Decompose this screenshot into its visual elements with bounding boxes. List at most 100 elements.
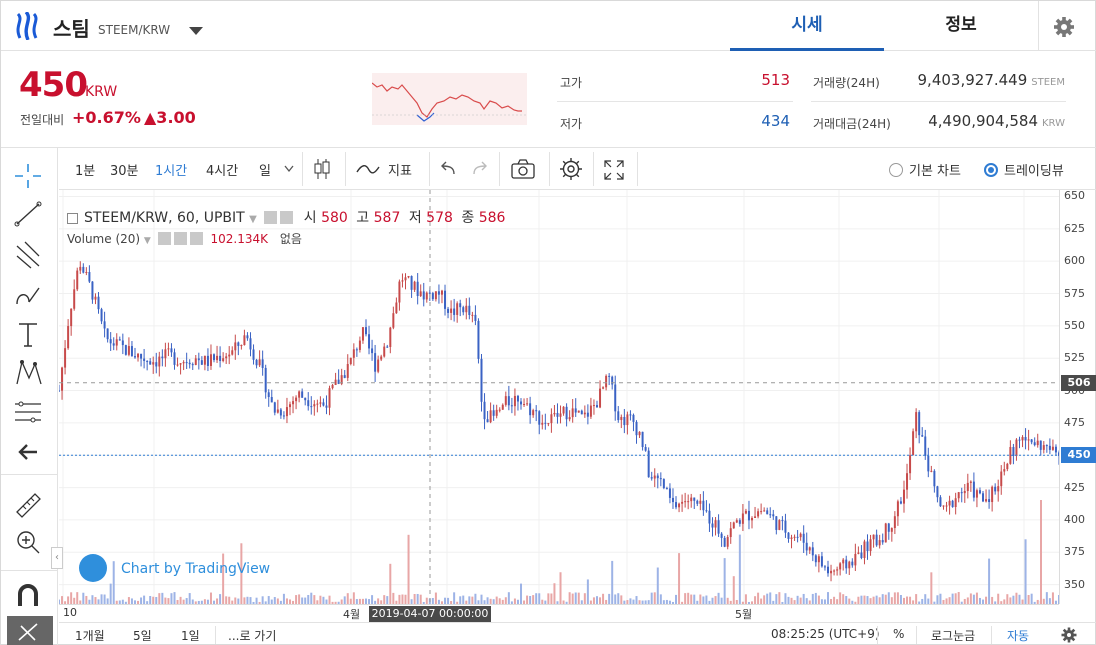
fullscreen-icon[interactable]	[603, 159, 625, 181]
candle-body	[678, 503, 681, 508]
volume-bar	[270, 599, 273, 604]
volume-bar	[902, 597, 905, 604]
candle-body	[550, 414, 553, 424]
camera-icon[interactable]	[510, 158, 536, 180]
indicators-button[interactable]: 지표	[388, 164, 412, 179]
volume-eye-icon[interactable]	[157, 232, 171, 245]
legend-dropdown-icon[interactable]: ▼	[249, 214, 257, 225]
tab-market[interactable]: 시세	[730, 1, 884, 51]
auto-scale-button[interactable]: 자동	[1007, 629, 1030, 643]
basic-chart-radio[interactable]: 기본 차트	[889, 160, 961, 179]
candle-body	[778, 520, 781, 530]
candle-body	[532, 410, 535, 416]
fib-icon[interactable]	[11, 396, 45, 428]
candle-body	[194, 358, 197, 365]
candle-body	[565, 406, 568, 420]
crosshair-icon[interactable]	[11, 160, 45, 192]
interval-1m[interactable]: 1분	[75, 164, 96, 179]
range-1-month[interactable]: 1개월	[75, 629, 105, 643]
candle-body	[617, 411, 620, 421]
interval-day[interactable]: 일	[259, 164, 271, 179]
undo-icon[interactable]	[439, 161, 457, 177]
volume-close-icon[interactable]	[189, 232, 203, 245]
volume-bar	[653, 592, 656, 604]
redo-icon[interactable]	[471, 161, 489, 177]
zoom-icon[interactable]	[11, 526, 45, 558]
tradingview-radio[interactable]: 트레이딩뷰	[984, 160, 1064, 179]
header-settings-button[interactable]	[1038, 1, 1096, 51]
range-5-days[interactable]: 5일	[133, 629, 152, 643]
text-tool-icon[interactable]	[11, 318, 45, 350]
candle-body	[647, 450, 650, 478]
candle-body	[799, 533, 802, 538]
candle-body	[714, 520, 717, 528]
time-axis[interactable]: 10 4월 5월 2019-04-07 00:00:00	[59, 604, 1059, 622]
candle-body	[644, 447, 647, 451]
volume-bar	[702, 596, 705, 604]
candle-body	[948, 500, 951, 506]
lock-drawings-icon[interactable]	[7, 616, 53, 645]
candle-body	[456, 303, 459, 315]
ruler-icon[interactable]	[11, 488, 45, 520]
volume-bar	[112, 561, 115, 604]
volume-bar	[760, 598, 763, 604]
volume-bar	[711, 597, 714, 604]
interval-dropdown-icon[interactable]	[283, 164, 295, 174]
clock-readout[interactable]: 08:25:25 (UTC+9)	[771, 627, 880, 641]
interval-1h[interactable]: 1시간	[155, 164, 188, 179]
candles-icon[interactable]	[311, 157, 333, 181]
chart-settings-gear-icon[interactable]	[559, 157, 583, 181]
volume-bar	[322, 596, 325, 604]
tradingview-watermark[interactable]: Chart by TradingView	[79, 554, 270, 582]
legend-eye-icon[interactable]	[264, 211, 278, 224]
back-arrow-icon[interactable]	[11, 436, 45, 468]
candle-body	[450, 308, 453, 313]
candle-body	[878, 540, 881, 546]
collapse-toolbar-button[interactable]: ‹	[51, 547, 63, 569]
volume-bar	[507, 592, 510, 604]
candle-body	[860, 552, 863, 558]
candle-body	[562, 406, 565, 414]
percent-scale-button[interactable]: %	[893, 627, 905, 641]
volume-bar	[513, 598, 516, 604]
candle-body	[276, 409, 279, 413]
range-1-day[interactable]: 1일	[181, 629, 200, 643]
interval-30m[interactable]: 30분	[110, 164, 139, 179]
candle-body	[392, 313, 395, 328]
volume-bar	[59, 599, 60, 604]
chart-toolbar: 1분 30분 1시간 4시간 일 지표	[59, 148, 1096, 190]
candle-body	[659, 478, 662, 480]
bottom-settings-gear-icon[interactable]	[1061, 627, 1077, 643]
volume-bar	[729, 600, 732, 604]
interval-4h[interactable]: 4시간	[206, 164, 239, 179]
volume-bar	[781, 601, 784, 604]
volume-bar	[751, 601, 754, 604]
candle-body	[529, 403, 532, 416]
go-to-date-button[interactable]: ...로 가기	[228, 629, 277, 643]
price-chart[interactable]	[59, 190, 1059, 604]
volume-bar	[957, 592, 960, 604]
log-scale-button[interactable]: 로그눈금	[931, 629, 976, 643]
pattern-icon[interactable]	[11, 356, 45, 388]
volume-bar	[1033, 601, 1036, 604]
volume-dropdown-icon[interactable]: ▼	[143, 236, 151, 246]
magnet-icon[interactable]	[11, 580, 45, 612]
toolbar-divider	[345, 152, 346, 186]
indicator-icon[interactable]	[355, 162, 381, 176]
candle-body	[629, 414, 632, 416]
volume-bar	[130, 598, 133, 604]
pitchfork-icon[interactable]	[11, 238, 45, 270]
brush-icon[interactable]	[11, 278, 45, 310]
price-axis[interactable]: 3503754004254504755005255505756006256505…	[1059, 189, 1096, 604]
coin-select-caret-icon[interactable]	[189, 27, 203, 35]
tab-info[interactable]: 정보	[945, 15, 977, 35]
candle-body	[161, 356, 164, 359]
trend-line-icon[interactable]	[11, 198, 45, 230]
volume-bar	[854, 601, 857, 604]
legend-settings-icon[interactable]	[280, 211, 294, 224]
volume-bar	[556, 601, 559, 604]
volume-bar	[228, 596, 231, 604]
volume-settings-icon[interactable]	[173, 232, 187, 245]
volume-bar	[298, 594, 301, 604]
collapse-legend-icon[interactable]	[67, 213, 78, 224]
